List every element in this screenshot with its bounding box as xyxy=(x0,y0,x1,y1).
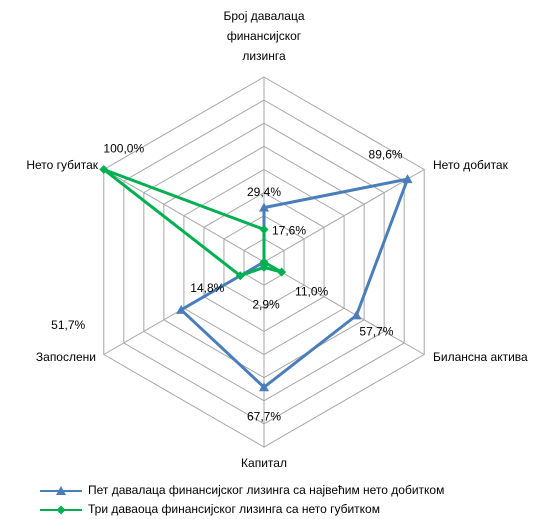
axis-spoke xyxy=(263,261,425,355)
data-label: 11,0% xyxy=(295,284,328,298)
point-marker xyxy=(402,174,413,184)
point-marker xyxy=(351,310,362,320)
axis-spoke xyxy=(103,169,265,263)
category-label: Запослени xyxy=(35,350,96,364)
data-label: 14,8% xyxy=(190,281,224,295)
point-marker xyxy=(259,257,269,267)
point-marker xyxy=(259,224,269,234)
point-marker xyxy=(99,165,109,174)
data-label: 17,6% xyxy=(272,224,306,238)
category-label: Нето добитак xyxy=(433,158,508,172)
legend-marker xyxy=(56,505,66,515)
data-label: 89,6% xyxy=(369,147,403,161)
category-label: Број давалаца финансијског лизинга xyxy=(223,9,305,63)
point-marker xyxy=(176,304,187,314)
category-label: Билансна актива xyxy=(433,350,528,364)
point-marker xyxy=(259,202,269,212)
data-label: 51,7% xyxy=(51,318,85,332)
data-label: 29,4% xyxy=(247,185,281,199)
legend-label: Три даваоца финансијског лизинга са нето… xyxy=(88,502,380,516)
point-marker xyxy=(277,267,287,277)
category-label: Капитал xyxy=(241,456,287,470)
data-label: 67,7% xyxy=(247,409,281,423)
point-marker xyxy=(259,262,269,272)
axis-spoke xyxy=(263,169,425,263)
point-marker xyxy=(259,382,269,392)
legend-marker xyxy=(56,486,66,495)
data-label: 2,9% xyxy=(252,298,280,312)
legend-label: Пет давалаца финансијског лизинга са нај… xyxy=(88,483,444,497)
category-label: Нето губитак xyxy=(26,158,98,172)
data-label: 57,7% xyxy=(359,325,393,339)
data-label: 100,0% xyxy=(103,142,144,156)
point-marker xyxy=(235,271,245,281)
